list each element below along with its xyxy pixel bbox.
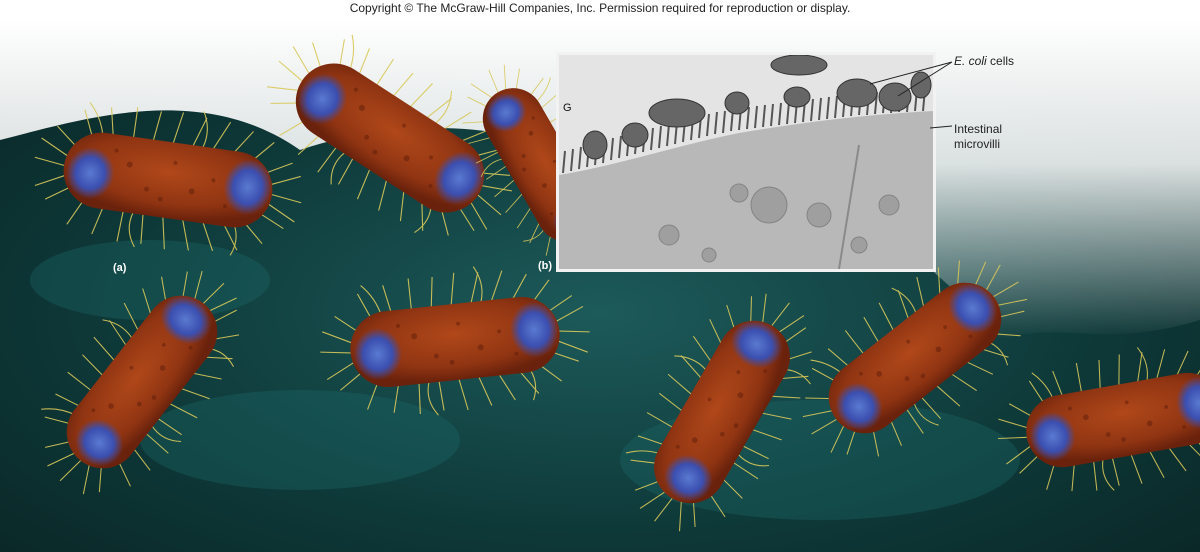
scale-mark: G	[563, 102, 572, 114]
annotation-leader-lines	[869, 61, 953, 129]
copyright-notice: Copyright © The McGraw-Hill Companies, I…	[349, 1, 851, 15]
panel-label-a: (a)	[113, 262, 127, 274]
micrograph-inset	[556, 52, 936, 272]
annotation-ecoli-cells: E. coli cells	[954, 54, 1015, 68]
ecoli-cells-micrograph	[582, 55, 932, 160]
panel-label-b: (b)	[538, 260, 553, 272]
annotation-intestinal-microvilli: Intestinal microvilli	[954, 122, 1003, 151]
